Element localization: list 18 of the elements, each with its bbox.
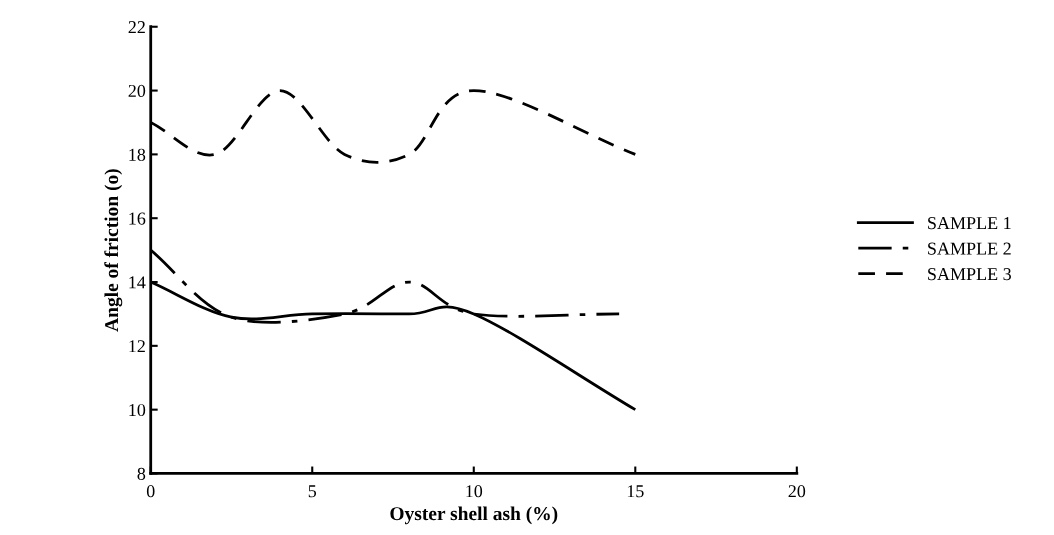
x-tick-label: 0 <box>146 485 155 498</box>
legend-label: SAMPLE 2 <box>928 242 1011 255</box>
y-tick-label: 16 <box>129 212 146 225</box>
legend-label: SAMPLE 3 <box>928 268 1011 281</box>
y-tick-label: 14 <box>129 276 146 289</box>
y-tick-label: 12 <box>129 340 145 353</box>
y-tick-label: 18 <box>129 148 146 161</box>
y-axis-title: Angle of friction (o) <box>104 169 123 332</box>
x-tick-label: 10 <box>466 485 483 498</box>
y-tick-label: 20 <box>128 84 146 98</box>
y-tick-label: 8 <box>137 467 146 480</box>
x-tick-label: 5 <box>308 485 317 498</box>
x-tick-label: 20 <box>788 485 806 498</box>
y-tick-label: 22 <box>128 21 145 34</box>
y-tick-label: 10 <box>129 403 146 417</box>
x-tick-label: 15 <box>627 485 644 498</box>
legend-label: SAMPLE 1 <box>928 217 1011 230</box>
x-axis-title: Oyster shell ash (%) <box>390 506 558 525</box>
